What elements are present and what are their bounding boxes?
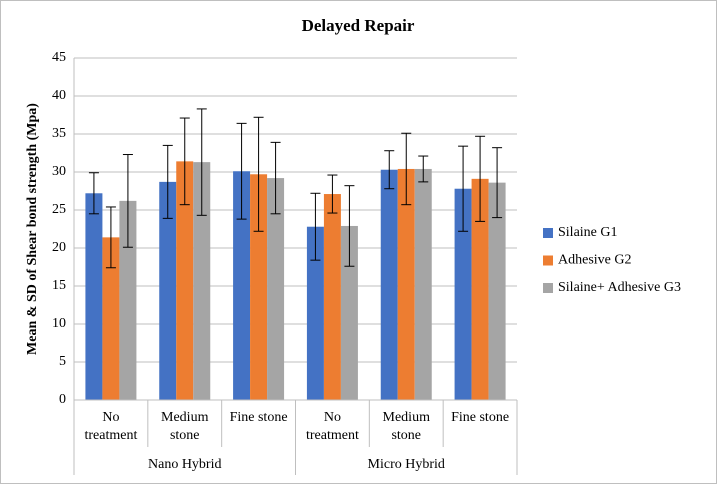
x-tick-label: Medium stone bbox=[382, 410, 430, 443]
bar bbox=[323, 194, 341, 400]
legend-label: Silaine+ Adhesive G3 bbox=[558, 280, 681, 295]
y-tick-label: 30 bbox=[52, 164, 66, 179]
bar bbox=[397, 168, 415, 400]
chart-title: Delayed Repair bbox=[302, 16, 415, 35]
bar bbox=[250, 174, 268, 400]
y-tick-label: 40 bbox=[52, 88, 66, 103]
bar bbox=[267, 178, 285, 400]
bar bbox=[471, 178, 489, 400]
y-tick-label: 35 bbox=[52, 126, 66, 141]
y-tick-label: 45 bbox=[52, 50, 66, 65]
bar bbox=[102, 237, 120, 400]
bar bbox=[380, 169, 398, 400]
bar bbox=[119, 200, 137, 400]
x-tick-label: No treatment bbox=[84, 410, 138, 443]
legend-label: Silaine G1 bbox=[558, 225, 618, 240]
y-tick-label: 25 bbox=[52, 202, 66, 217]
bar bbox=[85, 193, 103, 400]
bar bbox=[306, 226, 324, 400]
x-tick-label: No treatment bbox=[305, 410, 359, 443]
y-axis-label: Mean & SD of Shear bond strength (Mpa) bbox=[25, 103, 40, 355]
bar bbox=[488, 182, 506, 400]
y-tick-label: 10 bbox=[52, 316, 66, 331]
x-tick-label: Medium stone bbox=[161, 410, 209, 443]
legend-label: Adhesive G2 bbox=[558, 253, 632, 268]
bar bbox=[340, 225, 358, 400]
y-tick-label: 5 bbox=[59, 354, 66, 369]
group-label: Micro Hybrid bbox=[368, 457, 445, 472]
bar bbox=[193, 162, 211, 400]
bar bbox=[176, 161, 194, 400]
x-tick-label: Fine stone bbox=[451, 410, 510, 425]
x-tick-label: Fine stone bbox=[229, 410, 288, 425]
bar bbox=[159, 181, 177, 400]
y-tick-label: 20 bbox=[52, 240, 66, 255]
legend-swatch bbox=[543, 228, 553, 238]
bar bbox=[454, 188, 472, 400]
legend-swatch bbox=[543, 283, 553, 293]
group-label: Nano Hybrid bbox=[148, 457, 222, 472]
y-tick-label: 0 bbox=[59, 392, 66, 407]
bar bbox=[233, 171, 251, 400]
bar bbox=[414, 168, 432, 400]
y-tick-label: 15 bbox=[52, 278, 66, 293]
legend-swatch bbox=[543, 255, 553, 266]
